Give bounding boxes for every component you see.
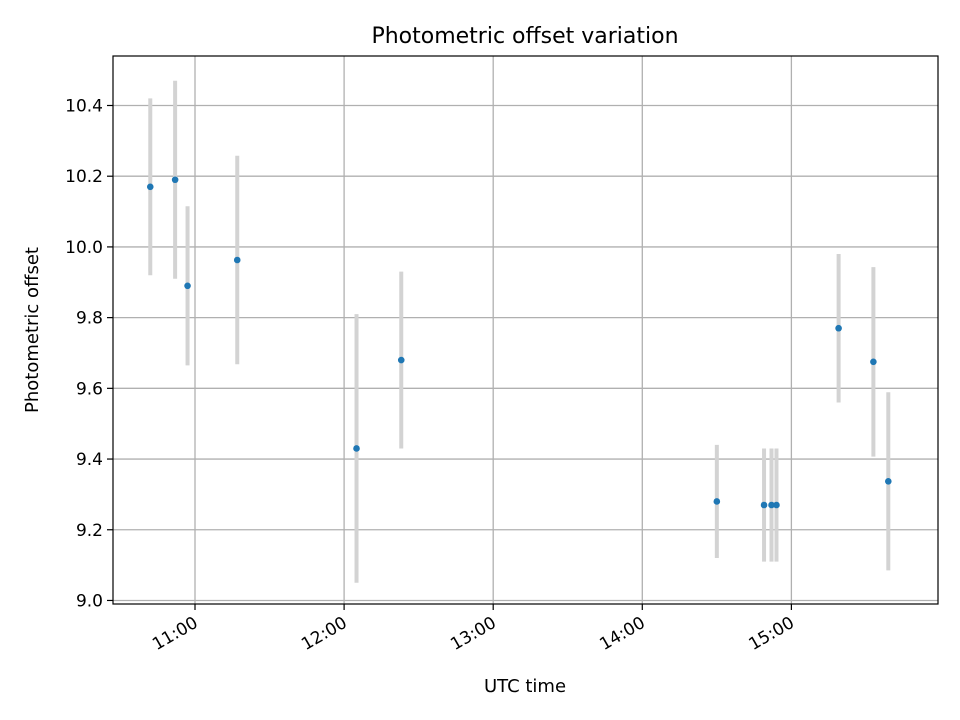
data-point xyxy=(773,501,780,509)
data-point xyxy=(171,176,179,184)
data-point xyxy=(146,183,154,191)
y-tick-label: 10.2 xyxy=(65,167,103,187)
y-axis-ticks: 9.0 9.2 9.4 9.6 9.8 10.0 10.2 10.4 xyxy=(65,96,113,611)
y-tick-label: 10.0 xyxy=(65,238,103,258)
data-point xyxy=(870,358,877,366)
data-point xyxy=(397,356,405,364)
y-tick-label: 9.6 xyxy=(76,379,103,399)
y-tick-label: 10.4 xyxy=(65,96,103,116)
data-point xyxy=(233,256,241,264)
x-axis-label: UTC time xyxy=(484,676,566,697)
grid xyxy=(113,56,938,604)
data-point xyxy=(760,501,768,509)
plot-frame xyxy=(112,55,939,605)
data-points xyxy=(146,176,892,509)
y-tick-label: 9.4 xyxy=(76,450,103,470)
data-point xyxy=(713,498,721,505)
y-axis-label: Photometric offset xyxy=(22,247,43,413)
data-point xyxy=(835,324,842,332)
data-point xyxy=(885,478,892,485)
data-point xyxy=(353,445,360,452)
y-tick-label: 9.0 xyxy=(76,591,103,611)
data-point xyxy=(768,501,775,509)
chart-title: Photometric offset variation xyxy=(371,24,678,49)
y-tick-label: 9.2 xyxy=(76,521,103,541)
data-point xyxy=(184,282,191,290)
y-tick-label: 9.8 xyxy=(76,309,103,329)
